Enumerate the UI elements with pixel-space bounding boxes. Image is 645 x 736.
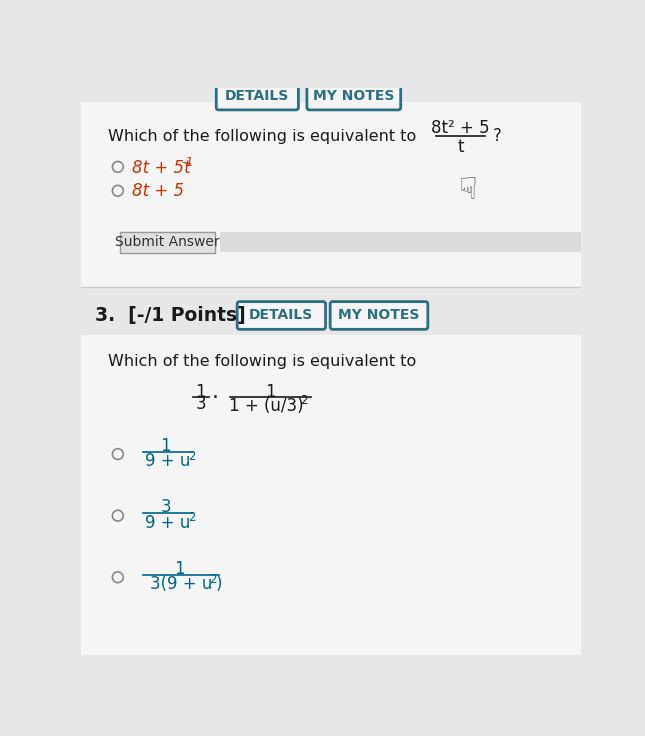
Text: Submit Answer: Submit Answer [115, 236, 220, 250]
FancyBboxPatch shape [216, 82, 299, 110]
FancyBboxPatch shape [81, 335, 580, 655]
Text: MY NOTES: MY NOTES [339, 308, 420, 322]
Text: ?: ? [493, 127, 502, 145]
Text: 2: 2 [188, 512, 196, 525]
Text: DETAILS: DETAILS [249, 308, 313, 322]
Text: 3: 3 [161, 498, 171, 516]
FancyBboxPatch shape [237, 302, 326, 329]
Text: ·: · [211, 388, 218, 408]
Text: 1: 1 [161, 436, 171, 455]
Text: Which of the following is equivalent to: Which of the following is equivalent to [108, 129, 416, 144]
FancyBboxPatch shape [220, 233, 580, 252]
Text: 8t² + 5: 8t² + 5 [431, 119, 490, 138]
Text: 2: 2 [188, 450, 196, 463]
FancyBboxPatch shape [330, 302, 428, 329]
Text: -1: -1 [181, 156, 194, 169]
Text: DETAILS: DETAILS [225, 89, 290, 103]
Text: 8t + 5: 8t + 5 [132, 183, 184, 200]
Text: ☟: ☟ [459, 176, 477, 205]
Text: ): ) [216, 576, 223, 593]
Text: 1: 1 [175, 560, 185, 578]
Text: 8t + 5t: 8t + 5t [132, 159, 190, 177]
Text: 1: 1 [195, 383, 206, 400]
Text: 2: 2 [300, 394, 308, 408]
Text: t: t [457, 138, 464, 156]
Text: Which of the following is equivalent to: Which of the following is equivalent to [108, 354, 416, 369]
Text: 1 + (u/3): 1 + (u/3) [230, 397, 304, 414]
FancyBboxPatch shape [81, 287, 580, 335]
Text: 3: 3 [195, 395, 206, 413]
Text: 2: 2 [208, 573, 216, 586]
Text: 9 + u: 9 + u [144, 452, 190, 470]
FancyBboxPatch shape [120, 232, 215, 253]
Text: 9 + u: 9 + u [144, 514, 190, 531]
Text: 3.  [-/1 Points]: 3. [-/1 Points] [95, 306, 245, 325]
FancyBboxPatch shape [81, 102, 580, 287]
Text: MY NOTES: MY NOTES [313, 89, 394, 103]
Text: 3(9 + u: 3(9 + u [150, 576, 213, 593]
Text: 1: 1 [265, 383, 276, 400]
FancyBboxPatch shape [307, 82, 401, 110]
